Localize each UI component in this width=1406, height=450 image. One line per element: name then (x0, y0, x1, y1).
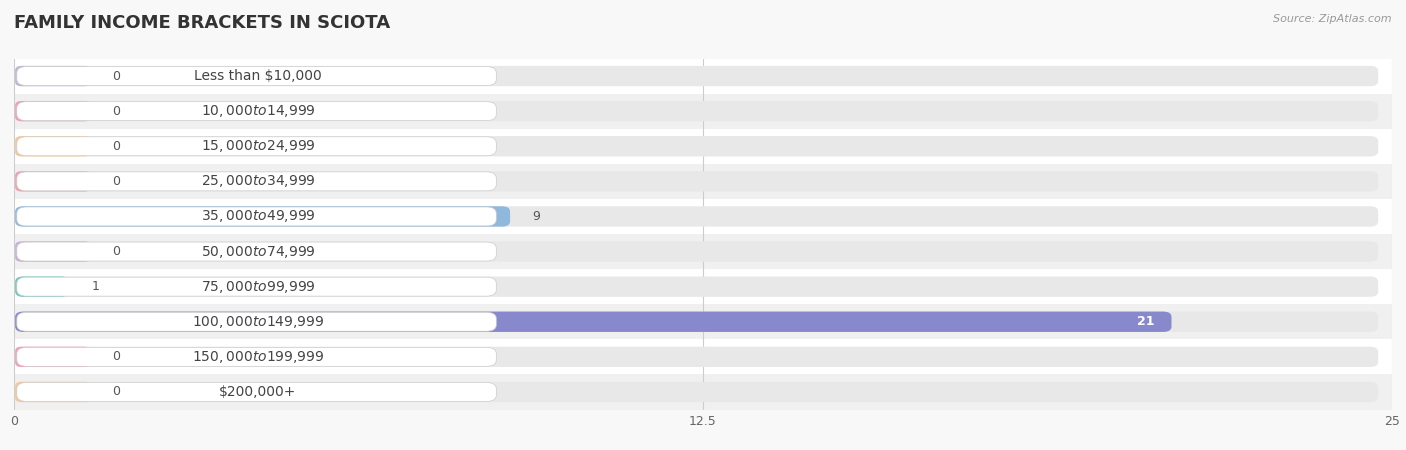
Text: Source: ZipAtlas.com: Source: ZipAtlas.com (1274, 14, 1392, 23)
Text: Less than $10,000: Less than $10,000 (194, 69, 322, 83)
FancyBboxPatch shape (15, 101, 91, 122)
FancyBboxPatch shape (15, 346, 1378, 367)
Text: 0: 0 (112, 386, 120, 398)
FancyBboxPatch shape (15, 241, 1378, 262)
Bar (14, 374, 1392, 410)
Text: $35,000 to $49,999: $35,000 to $49,999 (201, 208, 315, 225)
FancyBboxPatch shape (17, 242, 496, 261)
FancyBboxPatch shape (15, 241, 91, 262)
FancyBboxPatch shape (15, 101, 1378, 122)
Text: 0: 0 (112, 245, 120, 258)
Text: $50,000 to $74,999: $50,000 to $74,999 (201, 243, 315, 260)
Text: 1: 1 (91, 280, 98, 293)
Bar (14, 199, 1392, 234)
Bar (14, 129, 1392, 164)
FancyBboxPatch shape (17, 312, 496, 331)
FancyBboxPatch shape (15, 276, 1378, 297)
Bar (14, 164, 1392, 199)
Bar (14, 339, 1392, 374)
FancyBboxPatch shape (17, 137, 496, 156)
Text: $150,000 to $199,999: $150,000 to $199,999 (191, 349, 325, 365)
FancyBboxPatch shape (17, 172, 496, 191)
Text: $75,000 to $99,999: $75,000 to $99,999 (201, 279, 315, 295)
FancyBboxPatch shape (15, 66, 91, 86)
FancyBboxPatch shape (15, 382, 91, 402)
FancyBboxPatch shape (15, 206, 1378, 227)
Text: $25,000 to $34,999: $25,000 to $34,999 (201, 173, 315, 189)
FancyBboxPatch shape (15, 66, 1378, 86)
FancyBboxPatch shape (15, 171, 91, 192)
Text: 0: 0 (112, 105, 120, 117)
FancyBboxPatch shape (15, 171, 1378, 192)
Bar (14, 94, 1392, 129)
Text: FAMILY INCOME BRACKETS IN SCIOTA: FAMILY INCOME BRACKETS IN SCIOTA (14, 14, 391, 32)
FancyBboxPatch shape (17, 102, 496, 121)
Text: $200,000+: $200,000+ (219, 385, 297, 399)
FancyBboxPatch shape (15, 206, 510, 227)
FancyBboxPatch shape (17, 277, 496, 296)
Text: 9: 9 (531, 210, 540, 223)
Text: $100,000 to $149,999: $100,000 to $149,999 (191, 314, 325, 330)
FancyBboxPatch shape (15, 276, 69, 297)
FancyBboxPatch shape (15, 136, 91, 157)
Bar (14, 304, 1392, 339)
FancyBboxPatch shape (17, 347, 496, 366)
Text: 21: 21 (1137, 315, 1154, 328)
FancyBboxPatch shape (15, 382, 1378, 402)
Bar (14, 269, 1392, 304)
FancyBboxPatch shape (15, 311, 1378, 332)
Text: 0: 0 (112, 351, 120, 363)
FancyBboxPatch shape (17, 67, 496, 86)
FancyBboxPatch shape (17, 207, 496, 226)
FancyBboxPatch shape (15, 311, 1171, 332)
Text: 0: 0 (112, 70, 120, 82)
FancyBboxPatch shape (15, 346, 91, 367)
FancyBboxPatch shape (15, 136, 1378, 157)
FancyBboxPatch shape (17, 382, 496, 401)
Bar (14, 58, 1392, 94)
Text: 0: 0 (112, 175, 120, 188)
Bar (14, 234, 1392, 269)
Text: $15,000 to $24,999: $15,000 to $24,999 (201, 138, 315, 154)
Text: 0: 0 (112, 140, 120, 153)
Text: $10,000 to $14,999: $10,000 to $14,999 (201, 103, 315, 119)
